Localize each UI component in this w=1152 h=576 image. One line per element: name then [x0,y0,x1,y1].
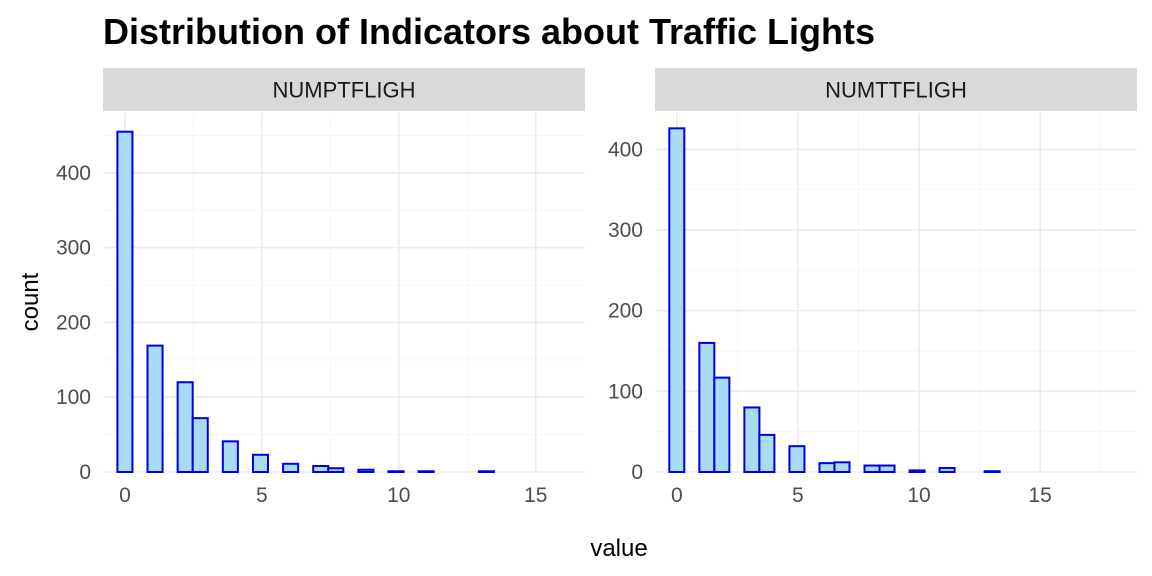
histogram-bar [878,464,896,474]
x-tick-label: 0 [671,484,683,507]
y-tick-label: 100 [608,380,643,403]
histogram-bar [176,381,194,473]
histogram-bar [251,453,270,473]
histogram-bar [327,467,345,473]
histogram-bar [146,344,164,473]
x-tick-label: 10 [387,484,410,507]
x-tick-label: 0 [119,484,131,507]
histogram-bar [713,376,731,473]
histogram-bar [983,470,1001,474]
histogram-bar [116,130,134,474]
histogram-bar [357,468,375,474]
x-tick-label: 15 [524,484,547,507]
histogram-bar [938,466,956,473]
y-tick-label: 200 [608,300,643,323]
y-tick-label: 100 [56,386,91,409]
y-tick-label: 400 [56,162,91,185]
x-tick-label: 5 [792,484,804,507]
y-tick-label: 0 [79,461,91,484]
histogram-bars [116,130,495,474]
y-tick-label: 400 [608,138,643,161]
histogram-bar [863,464,881,474]
histogram-bar [818,462,836,474]
histogram-bar [387,470,405,473]
x-axis-title: value [590,535,647,562]
histogram-bar [668,127,686,473]
facet-strip [103,68,585,111]
y-tick-label: 300 [608,219,643,242]
y-tick-label: 300 [56,237,91,260]
histogram-bar [788,445,806,473]
x-tick-label: 10 [907,484,930,507]
histogram-bar [312,465,330,473]
y-tick-label: 0 [631,461,643,484]
histogram-bar [833,461,851,473]
facet-panel-1: NUMPTFLIGH 0 5 10 15 0 100 200 300 400 [56,68,585,507]
histogram-bar [743,406,761,473]
histogram-bar [908,469,926,473]
chart-title: Distribution of Indicators about Traffic… [103,11,875,52]
facet-strip-label: NUMTTFLIGH [825,78,967,103]
facet-strip-label: NUMPTFLIGH [273,78,416,103]
histogram-bar [282,462,300,474]
histogram-bar [417,470,435,473]
facet-strip [655,68,1137,111]
histogram-bar [698,341,716,474]
histogram-bars [668,127,1001,474]
histogram-bar [221,440,239,474]
histogram-bar [191,417,209,473]
x-tick-label: 5 [256,484,268,507]
y-tick-label: 200 [56,311,91,334]
histogram-bar [477,470,495,473]
histogram-bar [758,433,776,474]
facet-panel-2: NUMTTFLIGH 0 5 10 15 0 100 200 300 400 [608,68,1137,507]
x-tick-label: 15 [1028,484,1051,507]
y-axis-title: count [17,272,44,331]
